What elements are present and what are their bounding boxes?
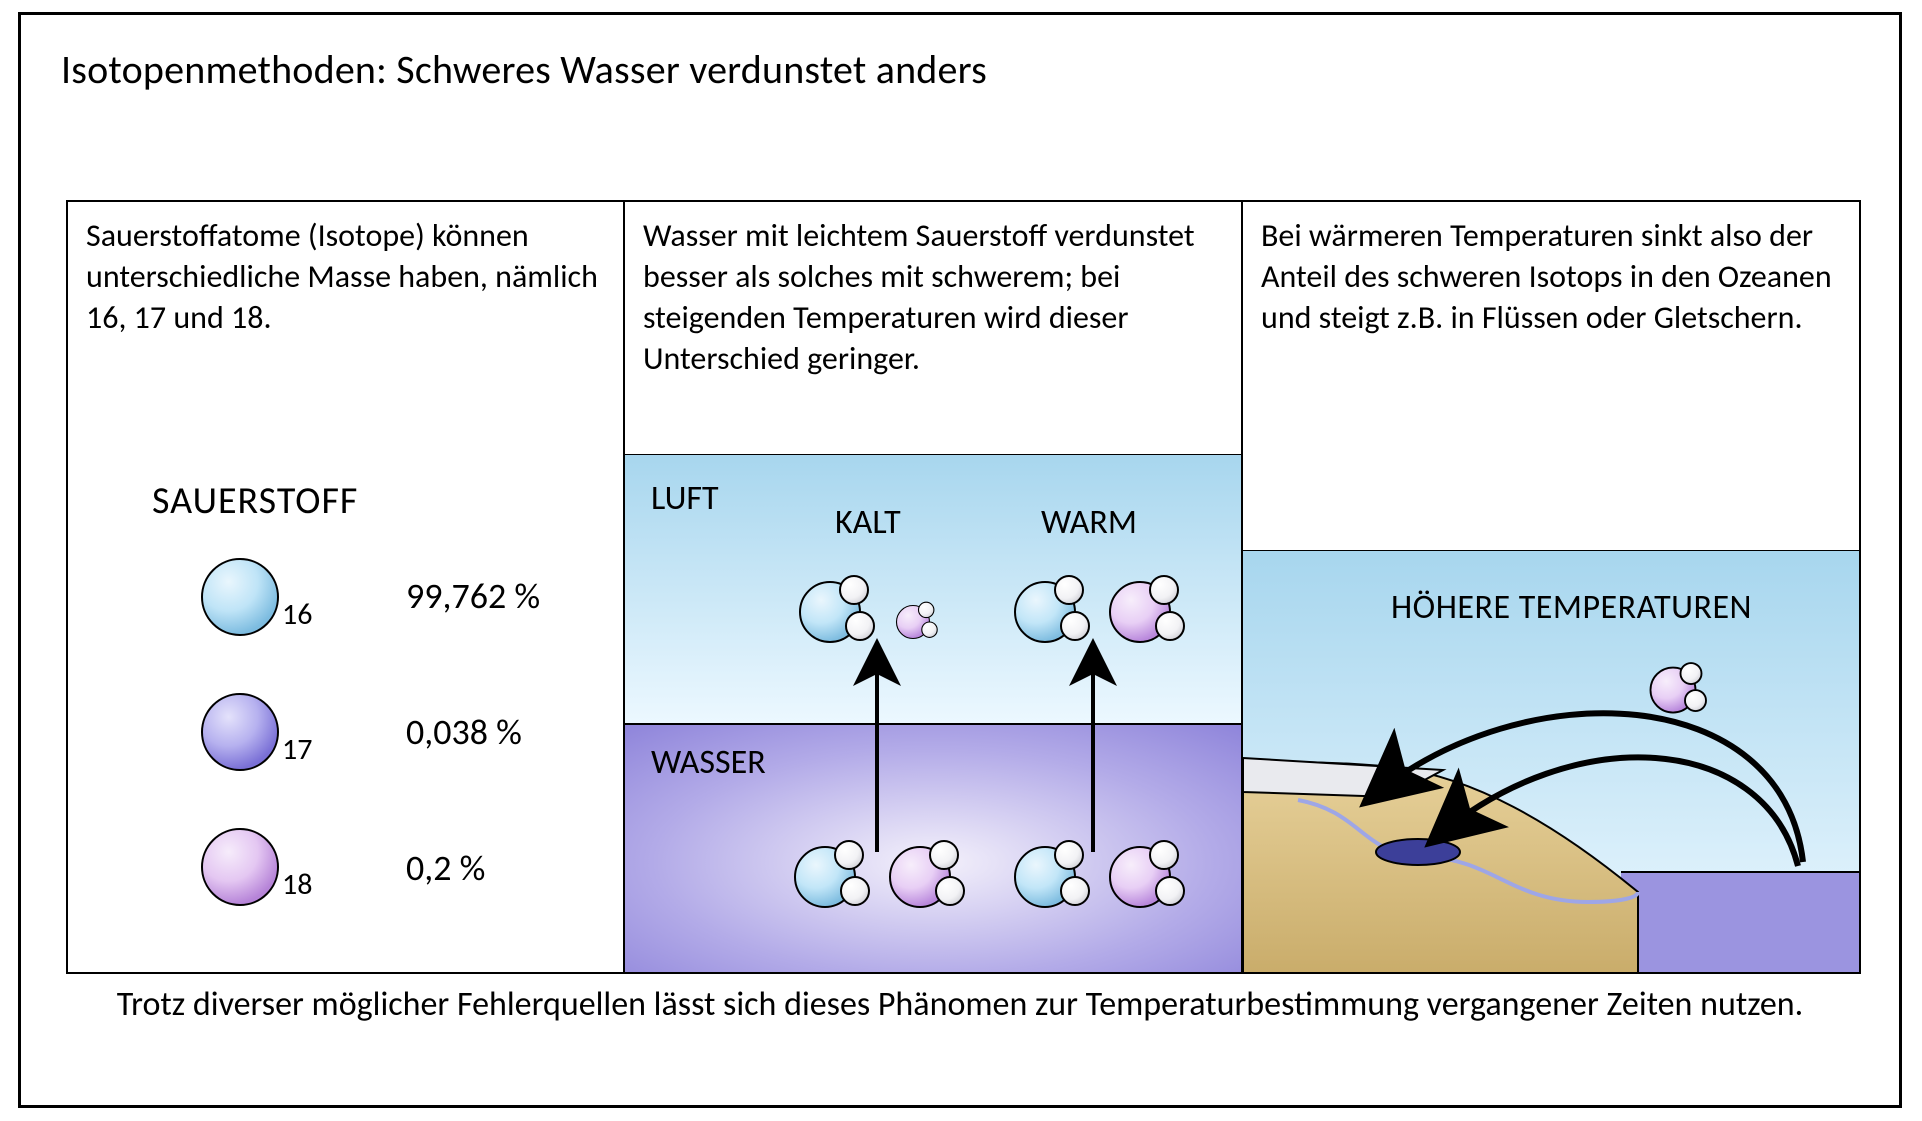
- label-hoehere-temperaturen: HÖHERE TEMPERATUREN: [1391, 587, 1752, 628]
- panels-row: Sauerstoffatome (Isotope) können untersc…: [66, 200, 1861, 974]
- outer-frame: Isotopenmethoden: Schweres Wasser verdun…: [18, 12, 1902, 1108]
- pct-17: 0,038 %: [406, 710, 522, 754]
- panel-consequence: Bei wärmeren Temperaturen sinkt also der…: [1241, 202, 1859, 972]
- panel-isotope-masses: Sauerstoffatome (Isotope) können untersc…: [68, 202, 623, 972]
- pct-16: 99,762 %: [406, 574, 540, 618]
- label-luft: LUFT: [651, 478, 719, 519]
- mass-18: 18: [282, 866, 312, 903]
- mass-17: 17: [282, 731, 312, 768]
- page-title: Isotopenmethoden: Schweres Wasser verdun…: [61, 45, 987, 94]
- panel3-text: Bei wärmeren Temperaturen sinkt also der…: [1261, 216, 1837, 339]
- mass-16: 16: [282, 596, 312, 633]
- label-kalt: KALT: [835, 502, 901, 543]
- panel2-text: Wasser mit leichtem Sauerstoff verdunste…: [643, 216, 1219, 380]
- label-wasser: WASSER: [651, 742, 766, 783]
- bottom-caption: Trotz diverser möglicher Fehlerquellen l…: [66, 983, 1854, 1027]
- label-warm: WARM: [1041, 502, 1137, 543]
- panel-evaporation: Wasser mit leichtem Sauerstoff verdunste…: [623, 202, 1241, 972]
- pct-18: 0,2 %: [406, 846, 485, 890]
